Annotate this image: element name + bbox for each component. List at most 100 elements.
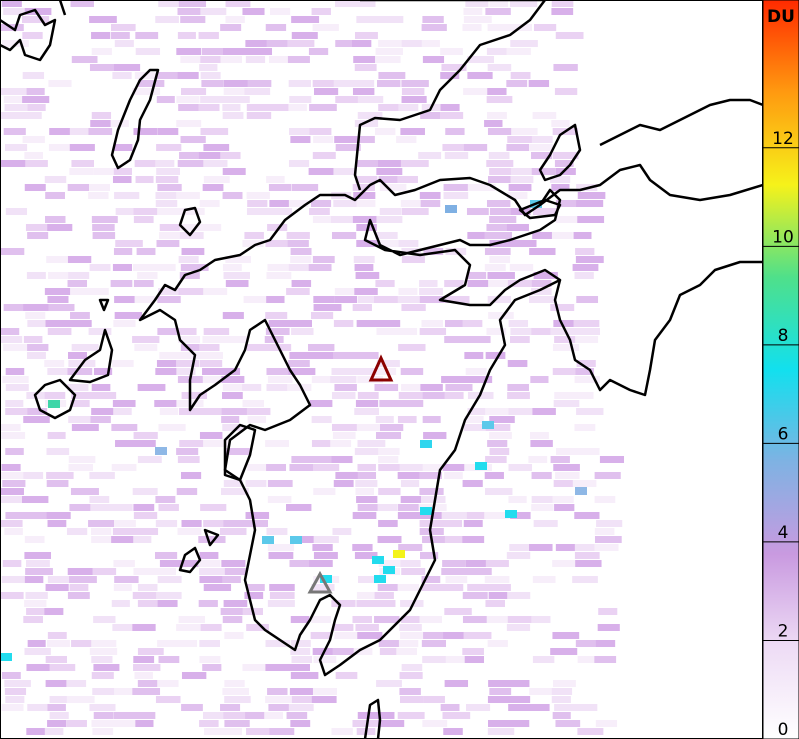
cell xyxy=(356,600,377,607)
cell xyxy=(159,560,186,567)
cell xyxy=(135,440,156,447)
cell xyxy=(46,512,71,519)
cell xyxy=(27,408,48,415)
cell xyxy=(465,560,490,567)
cell xyxy=(134,296,156,303)
cell xyxy=(22,496,49,503)
cell xyxy=(377,160,403,167)
cell xyxy=(398,504,426,511)
cell xyxy=(178,408,202,415)
cell xyxy=(242,8,265,15)
cell xyxy=(221,560,246,567)
cell xyxy=(224,96,250,103)
cell xyxy=(357,464,376,471)
cell xyxy=(401,208,429,215)
cell xyxy=(310,632,332,639)
cell xyxy=(529,688,556,695)
volcano-markers xyxy=(307,354,394,594)
cell xyxy=(22,16,50,23)
cell xyxy=(464,656,485,663)
cell xyxy=(531,496,554,503)
cell xyxy=(401,40,427,47)
cell xyxy=(111,424,138,431)
cell xyxy=(46,480,69,487)
cell xyxy=(551,232,573,239)
cell xyxy=(357,472,377,479)
cell xyxy=(71,56,98,63)
cell xyxy=(575,487,587,495)
cell xyxy=(334,632,358,639)
cell xyxy=(379,400,406,407)
cell xyxy=(114,144,133,151)
cell xyxy=(462,24,482,31)
cell xyxy=(375,416,394,423)
cell xyxy=(202,376,227,383)
cell xyxy=(379,424,404,431)
cell xyxy=(400,480,420,487)
cell xyxy=(507,392,530,399)
cell xyxy=(45,584,69,591)
cell xyxy=(222,616,243,623)
cell xyxy=(203,728,228,735)
cell xyxy=(287,240,309,247)
cell xyxy=(45,680,74,687)
cell xyxy=(113,712,134,719)
cell xyxy=(157,680,179,687)
cell xyxy=(555,472,580,479)
cell xyxy=(288,264,317,271)
cell xyxy=(0,496,27,503)
cell xyxy=(291,184,319,191)
cell xyxy=(357,440,386,447)
cell xyxy=(67,184,90,191)
cell xyxy=(441,376,469,383)
cell xyxy=(485,560,509,567)
cell xyxy=(573,320,600,327)
cell xyxy=(401,96,427,103)
cell xyxy=(203,176,230,183)
cell xyxy=(291,456,316,463)
cell xyxy=(47,224,73,231)
cell xyxy=(90,392,117,399)
cell xyxy=(44,288,71,295)
cell xyxy=(332,424,360,431)
cell xyxy=(158,656,180,663)
cell xyxy=(157,640,185,647)
cell xyxy=(290,672,319,679)
cell xyxy=(112,504,133,511)
cell xyxy=(155,192,181,199)
cell xyxy=(70,488,99,495)
cell xyxy=(3,304,26,311)
cell xyxy=(269,200,298,207)
cell xyxy=(529,296,556,303)
cell xyxy=(111,32,130,39)
colorbar-tick-label: 10 xyxy=(772,227,794,247)
cell xyxy=(220,528,247,535)
cell xyxy=(354,352,379,359)
cell xyxy=(332,648,356,655)
cell xyxy=(135,176,154,183)
cell xyxy=(269,728,295,735)
cell xyxy=(553,480,579,487)
cell xyxy=(378,176,401,183)
cell xyxy=(286,712,308,719)
cell xyxy=(156,72,179,79)
cell xyxy=(269,592,295,599)
cell xyxy=(23,472,44,479)
cell xyxy=(550,648,578,655)
cell xyxy=(158,424,186,431)
cell xyxy=(354,0,376,7)
cell xyxy=(531,472,552,479)
cell xyxy=(598,608,618,615)
cell xyxy=(89,472,115,479)
cell xyxy=(242,400,264,407)
cell xyxy=(132,624,156,631)
cell xyxy=(91,408,118,415)
cell xyxy=(291,16,320,23)
cell xyxy=(401,384,423,391)
cell xyxy=(47,640,70,647)
cell xyxy=(291,696,315,703)
cell xyxy=(466,512,494,519)
cell xyxy=(176,448,199,455)
cell xyxy=(112,360,134,367)
